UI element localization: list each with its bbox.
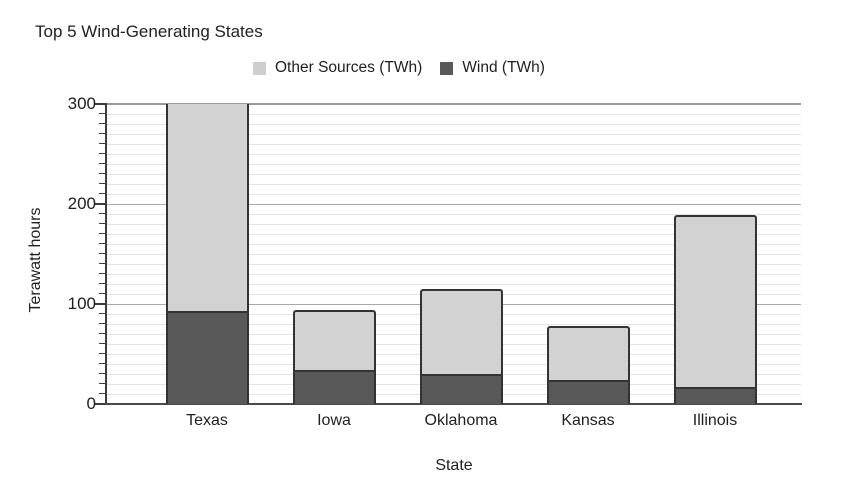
- wind-swatch-icon: [440, 61, 454, 75]
- y-minor-tick: [99, 363, 105, 364]
- y-minor-tick: [99, 113, 105, 114]
- bar-illinois-wind: [675, 387, 755, 404]
- chart-title: Top 5 Wind-Generating States: [35, 22, 263, 41]
- y-minor-tick: [99, 123, 105, 124]
- y-minor-tick: [99, 153, 105, 154]
- minor-gridline: [107, 274, 801, 275]
- legend-label-other-sources: Other Sources (TWh): [275, 59, 423, 76]
- y-minor-tick: [99, 193, 105, 194]
- y-minor-tick: [99, 183, 105, 184]
- major-gridline: [107, 204, 801, 205]
- y-minor-tick: [99, 163, 105, 164]
- y-minor-tick: [99, 353, 105, 354]
- legend: Other Sources (TWh) Wind (TWh): [253, 59, 545, 77]
- y-tick-label: 0: [86, 394, 96, 413]
- minor-gridline: [107, 214, 801, 215]
- minor-gridline: [107, 124, 801, 125]
- y-minor-tick: [99, 333, 105, 334]
- minor-gridline: [107, 194, 801, 195]
- minor-gridline: [107, 224, 801, 225]
- y-minor-tick: [99, 383, 105, 384]
- minor-gridline: [107, 154, 801, 155]
- y-minor-tick: [99, 133, 105, 134]
- y-minor-tick: [99, 173, 105, 174]
- y-axis-line: [105, 103, 107, 405]
- bar-kansas-wind: [548, 380, 628, 404]
- x-axis-title: State: [435, 457, 473, 474]
- minor-gridline: [107, 114, 801, 115]
- y-major-tick: [95, 303, 105, 305]
- minor-gridline: [107, 164, 801, 165]
- legend-label-wind: Wind (TWh): [462, 59, 545, 76]
- minor-gridline: [107, 264, 801, 265]
- y-minor-tick: [99, 343, 105, 344]
- minor-gridline: [107, 244, 801, 245]
- legend-item-other-sources: Other Sources (TWh): [253, 59, 422, 77]
- bar-oklahoma-other-sources: [419, 289, 503, 404]
- x-category-label-iowa: Iowa: [317, 412, 351, 429]
- bar-texas-wind: [167, 311, 247, 404]
- bar-texas-other-sources: [165, 104, 249, 404]
- y-minor-tick: [99, 253, 105, 254]
- bar-iowa-other-sources: [292, 310, 376, 404]
- y-minor-tick: [99, 273, 105, 274]
- y-minor-tick: [99, 223, 105, 224]
- minor-gridline: [107, 174, 801, 175]
- y-minor-tick: [99, 213, 105, 214]
- minor-gridline: [107, 184, 801, 185]
- y-minor-tick: [99, 243, 105, 244]
- x-category-label-illinois: Illinois: [692, 412, 738, 429]
- x-category-label-kansas: Kansas: [561, 412, 615, 429]
- bar-oklahoma-wind: [421, 374, 501, 404]
- x-category-label-texas: Texas: [186, 412, 228, 429]
- y-minor-tick: [99, 393, 105, 394]
- y-tick-label: 300: [67, 94, 96, 113]
- y-minor-tick: [99, 323, 105, 324]
- y-minor-tick: [99, 263, 105, 264]
- bar-kansas-other-sources: [546, 326, 630, 404]
- legend-item-wind: Wind (TWh): [440, 59, 545, 77]
- y-major-tick: [95, 203, 105, 205]
- y-minor-tick: [99, 373, 105, 374]
- y-minor-tick: [99, 233, 105, 234]
- y-minor-tick: [99, 283, 105, 284]
- y-minor-tick: [99, 313, 105, 314]
- x-category-label-oklahoma: Oklahoma: [424, 412, 498, 429]
- minor-gridline: [107, 144, 801, 145]
- y-tick-label: 200: [67, 194, 96, 213]
- bar-illinois-other-sources: [673, 215, 757, 404]
- minor-gridline: [107, 134, 801, 135]
- plot-area: [107, 103, 801, 404]
- y-minor-tick: [99, 143, 105, 144]
- y-major-tick: [95, 403, 105, 405]
- major-gridline: [107, 103, 801, 105]
- x-axis-line: [105, 403, 802, 405]
- minor-gridline: [107, 284, 801, 285]
- bar-iowa-wind: [294, 370, 374, 404]
- y-tick-label: 100: [67, 294, 96, 313]
- y-minor-tick: [99, 293, 105, 294]
- other-sources-swatch-icon: [253, 61, 266, 75]
- minor-gridline: [107, 254, 801, 255]
- y-major-tick: [95, 103, 105, 105]
- minor-gridline: [107, 234, 801, 235]
